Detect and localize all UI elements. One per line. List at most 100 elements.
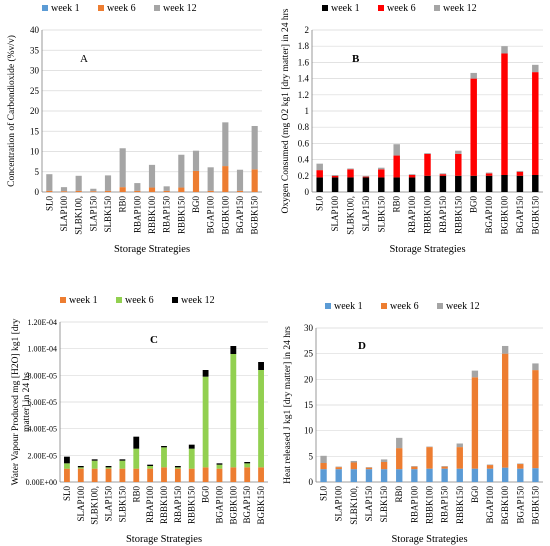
- bar-slbk150-week12: [378, 167, 385, 170]
- x-tick-label: RBBK150: [187, 486, 197, 525]
- x-axis-label: Storage Strategies: [114, 244, 190, 255]
- y-tick-label: 2.00E-05: [27, 451, 57, 460]
- bar-rb0-week6: [133, 448, 140, 469]
- x-tick-label: RB0: [118, 196, 128, 213]
- legend-swatch: [154, 5, 160, 11]
- bar-slap100-week12: [335, 466, 342, 468]
- bar-bgap150-week1: [244, 467, 251, 482]
- bar-bgbk150-week6: [258, 370, 264, 468]
- x-tick-label: RBBK100: [425, 486, 435, 525]
- bar-rb0-week12: [119, 148, 126, 188]
- y-tick-label: 0.8: [298, 122, 310, 132]
- bar-rbap150-week12: [441, 466, 448, 467]
- bar-rbap150-week6: [439, 174, 447, 176]
- x-tick-label: SLBK100,: [346, 196, 356, 235]
- y-tick-label: 0.00E+00: [26, 478, 57, 487]
- bar-rbap100-week1: [147, 468, 154, 482]
- bar-rbbk100-week1: [161, 467, 167, 482]
- y-tick-label: 1.00E-04: [27, 345, 57, 354]
- x-tick-label: RB0: [394, 486, 404, 503]
- bar-bgap150-week1: [516, 175, 524, 192]
- bar-sl0-week12: [316, 163, 323, 171]
- bar-slap150-week6: [105, 467, 112, 469]
- bar-rbbk150-week6: [178, 187, 185, 192]
- x-tick-label: BGAP100: [485, 486, 495, 524]
- bar-rbap150-week12: [439, 173, 447, 175]
- bar-slbk100-week1: [347, 177, 354, 192]
- x-tick-label: SL0: [44, 196, 54, 212]
- bar-slbk150-week6: [104, 190, 112, 192]
- y-tick-label: 4.00E-05: [27, 425, 57, 434]
- bar-bgbk150-week12: [532, 363, 539, 371]
- bar-bgap150-week6: [516, 171, 524, 176]
- bar-slbk150-week1: [119, 468, 126, 482]
- bar-slap150-week6: [90, 191, 97, 192]
- bar-rbap100-week1: [408, 177, 416, 192]
- bar-slap150-week1: [365, 469, 373, 482]
- y-axis-label: Heat released J kg1 [dry matter] in 24 h…: [283, 326, 293, 484]
- bar-bgap100-week12: [207, 167, 214, 191]
- x-tick-label: SLBK150: [117, 486, 127, 523]
- x-axis-label: Storage Strategies: [391, 534, 467, 545]
- x-tick-label: RBAP150: [173, 486, 183, 524]
- bar-slap100-week12: [331, 174, 339, 176]
- y-tick-label: 25: [30, 86, 40, 96]
- y-tick-label: 0: [35, 187, 40, 197]
- chart-panel-b: 0 0.2 0.4 0.6 0.8 1 1.2 1.4 1.6 1.8 2 SL0 SLAP100 SLB…: [280, 3, 543, 255]
- y-tick-label: 1: [305, 106, 310, 116]
- x-tick-label: SLAP100: [330, 196, 340, 232]
- x-axis-label: Storage Strategies: [126, 534, 202, 545]
- x-tick-label: RBBK100: [423, 196, 433, 235]
- x-tick-label: SL0: [62, 486, 72, 502]
- bar-slap100-week1: [331, 177, 339, 192]
- bar-rbbk150-week12: [456, 443, 463, 448]
- legend-swatch: [322, 5, 328, 11]
- bar-bgbk100-week12: [501, 46, 508, 54]
- bar-sl0-week12: [46, 174, 53, 191]
- bar-sl0-week1: [316, 177, 323, 192]
- bar-bgbk100-week1: [230, 467, 237, 482]
- bar-bgap100-week6: [207, 190, 214, 192]
- bar-bgap150-week1: [517, 468, 524, 482]
- x-tick-label: BGBK150: [256, 486, 266, 525]
- legend-label: week 1: [334, 301, 363, 312]
- panel-letter: D: [358, 340, 366, 352]
- bar-bgap100-week6: [216, 464, 223, 469]
- bar-bgbk100-week6: [222, 166, 229, 192]
- bar-bgbk150-week1: [258, 467, 264, 482]
- x-tick-label: BGAP150: [235, 196, 245, 234]
- legend-swatch: [98, 5, 104, 11]
- legend-swatch: [116, 297, 122, 303]
- bar-bgap100-week12: [485, 172, 493, 174]
- y-tick-label: 0: [305, 187, 310, 197]
- bar-bg0-week12: [192, 150, 200, 171]
- x-tick-label: RBAP150: [440, 486, 450, 524]
- legend-label: week 12: [443, 3, 477, 14]
- y-tick-label: 1.4: [298, 74, 310, 84]
- x-tick-label: SLAP150: [364, 486, 374, 522]
- bar-slap100-week12: [60, 187, 68, 192]
- x-tick-label: RBAP100: [409, 486, 419, 524]
- bar-slap100-week6: [60, 191, 68, 192]
- bar-bg0-week1: [202, 467, 209, 482]
- bar-bgap100-week12: [486, 464, 494, 466]
- bar-rbbk150-week12: [178, 154, 185, 188]
- y-tick-label: 1.20E-04: [27, 318, 57, 327]
- legend-label: week 6: [107, 3, 136, 14]
- chart-panel-d: 0 5 10 15 20 25 30 SL0 SLAP100 SLBK100, SLAP150 SLB…: [283, 301, 543, 545]
- bar-rbap150-week12: [174, 466, 181, 468]
- bar-rbap100-week6: [147, 466, 154, 469]
- y-tick-label: 25: [304, 349, 314, 359]
- bar-rbap100-week6: [408, 174, 416, 178]
- panel-letter: A: [80, 53, 88, 65]
- bar-bgbk100-week1: [501, 467, 509, 482]
- bar-bgbk100-week12: [222, 122, 229, 167]
- bar-bgbk150-week1: [532, 468, 539, 482]
- bar-rb0-week1: [133, 468, 140, 482]
- bar-bg0-week12: [202, 370, 209, 377]
- bar-bg0-week6: [192, 170, 200, 192]
- bar-rbbk100-week12: [161, 446, 167, 448]
- bar-bgap100-week6: [485, 173, 493, 176]
- x-tick-label: SL0: [315, 196, 325, 212]
